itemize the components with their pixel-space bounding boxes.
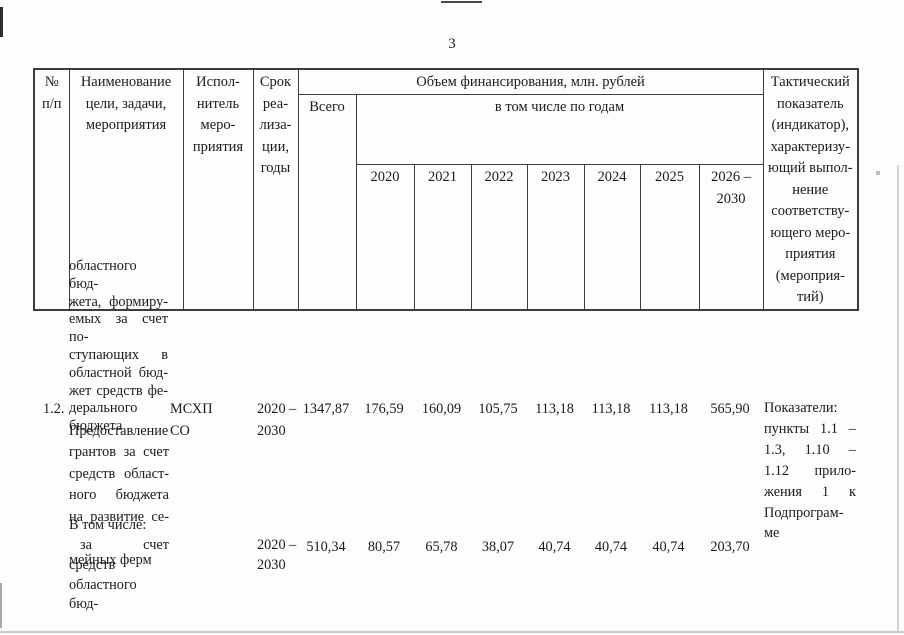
header-cell-indicator: Тактический показатель (индикатор), хара… xyxy=(762,68,859,310)
sub-row-value-2023: 40,74 xyxy=(538,539,571,555)
scan-artifact-left-mark-bottom xyxy=(0,583,2,628)
sub-row-value-2024: 40,74 xyxy=(594,539,628,555)
sub-row-value-2022: 38,07 xyxy=(481,539,515,555)
row-1-2-value-2026-2030: 565,90 xyxy=(710,401,750,417)
header-cell-term: Срок реа- лиза- ции, годы xyxy=(252,68,299,310)
page-number: 3 xyxy=(448,36,456,52)
header-cell-num: № п/п xyxy=(33,68,70,310)
sub-row-value-total: 510,34 xyxy=(306,539,346,555)
row-1-2-name-tail: мейных ферм xyxy=(69,552,152,569)
row-1-2-indicator: Показатели: пункты 1.1 – 1.3, 1.10 – 1.1… xyxy=(764,400,856,542)
row-1-2-value-total: 1347,87 xyxy=(302,401,350,417)
row-1-2-value-2020: 176,59 xyxy=(364,401,404,417)
header-cell-year-2023: 2023 xyxy=(526,164,585,310)
row-1-2-name: Предоставление грантов за счет средств о… xyxy=(69,399,169,593)
sub-row-name: за счет средств областного бюд- xyxy=(69,537,169,613)
scan-artifact-right-line xyxy=(897,165,899,633)
row-1-2-name-main: Предоставление грантов за счет средств о… xyxy=(69,422,169,525)
row-1-2-value-2022: 105,75 xyxy=(478,401,518,417)
sub-row-value-2020: 80,57 xyxy=(367,539,401,555)
header-cell-financing-group: Объем финансирования, млн. рублей xyxy=(297,68,764,95)
sub-row-value-2025: 40,74 xyxy=(652,539,685,555)
scan-artifact-left-mark xyxy=(0,7,3,37)
scan-artifact-top-dash xyxy=(441,1,482,3)
row-1-2-value-2025: 113,18 xyxy=(649,401,688,417)
including-label: В том числе: xyxy=(69,517,147,533)
header-cell-name: Наименование цели, задачи, мероприятия xyxy=(68,68,184,310)
financing-table-header: № п/п Наименование цели, задачи, меропри… xyxy=(33,68,860,311)
row-1-2-value-2021: 160,09 xyxy=(421,401,462,417)
header-cell-executor: Испол- нитель меро- приятия xyxy=(182,68,254,310)
header-cell-year-2022: 2022 xyxy=(470,164,528,310)
sub-row-value-2026-2030: 203,70 xyxy=(710,539,750,555)
header-cell-years-group: в том числе по годам xyxy=(355,93,764,165)
row-1-2-number: 1.2. xyxy=(43,401,65,417)
header-cell-year-2021: 2021 xyxy=(413,164,472,310)
sub-row-value-2021: 65,78 xyxy=(425,539,458,555)
header-cell-year-2024: 2024 xyxy=(583,164,641,310)
scan-artifact-speck xyxy=(876,171,880,175)
row-1-2-executor: МСХП СО xyxy=(170,401,213,439)
header-cell-year-2020: 2020 xyxy=(355,164,415,310)
sub-row-term: 2020 – 2030 xyxy=(257,537,297,573)
row-1-2-value-2023: 113,18 xyxy=(535,401,574,417)
header-cell-total: Всего xyxy=(297,93,357,310)
row-1-2-value-2024: 113,18 xyxy=(591,401,631,417)
header-cell-year-2026-2030: 2026 – 2030 xyxy=(698,164,764,310)
row-continuation-text: областного бюд- жета, формиру- емых за с… xyxy=(69,258,168,435)
header-cell-year-2025: 2025 xyxy=(639,164,700,310)
row-1-2-term: 2020 – 2030 xyxy=(257,401,297,439)
scan-artifact-bottom-line xyxy=(0,631,904,633)
